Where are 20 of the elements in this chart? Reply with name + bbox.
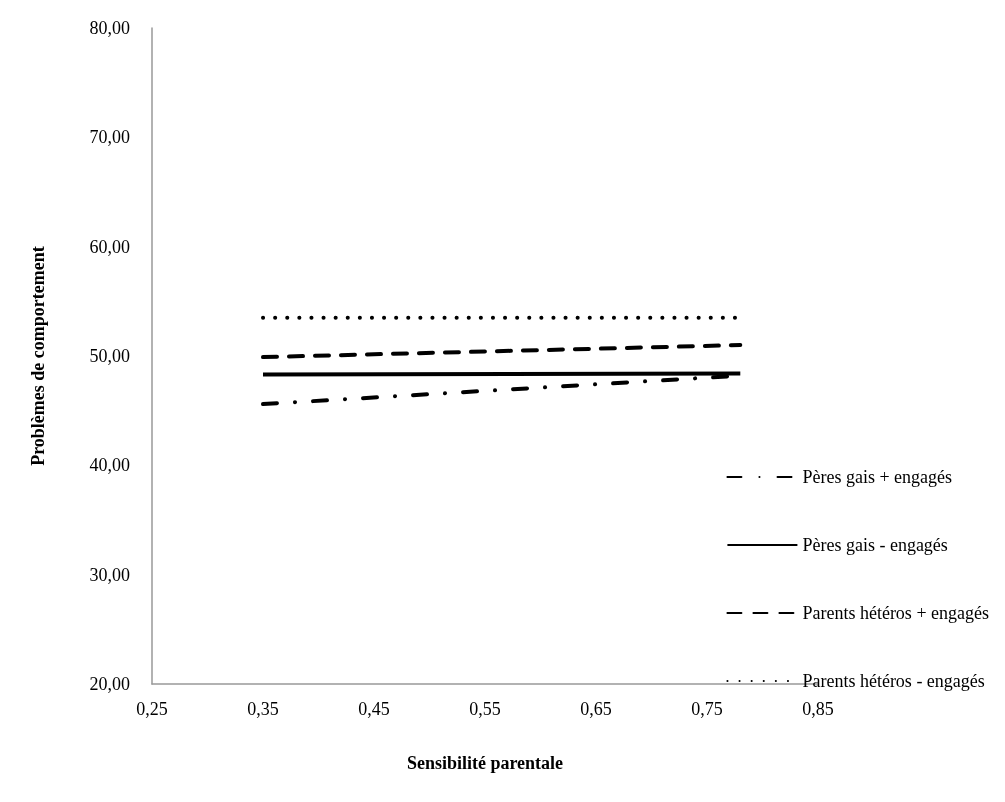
x-tick-label: 0,65 — [580, 699, 612, 719]
legend-label: Pères gais + engagés — [802, 467, 953, 487]
y-tick-label: 70,00 — [89, 127, 130, 148]
legend-label: Parents hétéros - engagés — [802, 671, 985, 691]
legend-label: Pères gais - engagés — [802, 535, 948, 555]
x-tick-label: 0,85 — [802, 699, 834, 719]
x-tick-label: 0,45 — [358, 699, 390, 719]
y-axis-title: Problèmes de comportement — [28, 246, 48, 466]
x-tick-label: 0,55 — [469, 699, 501, 719]
y-tick-label: 60,00 — [89, 236, 130, 257]
y-tick-label: 50,00 — [89, 346, 130, 366]
x-tick-label: 0,25 — [136, 699, 168, 719]
legend-label: Parents hétéros + engagés — [802, 603, 989, 623]
x-axis-title: Sensibilité parentale — [406, 753, 564, 773]
y-tick-label: 80,00 — [89, 18, 130, 38]
y-tick-label: 20,00 — [89, 674, 130, 694]
y-tick-label: 40,00 — [89, 455, 130, 476]
x-tick-label: 0,75 — [691, 699, 723, 719]
x-tick-label: 0,35 — [247, 699, 279, 719]
y-tick-label: 30,00 — [89, 564, 130, 585]
